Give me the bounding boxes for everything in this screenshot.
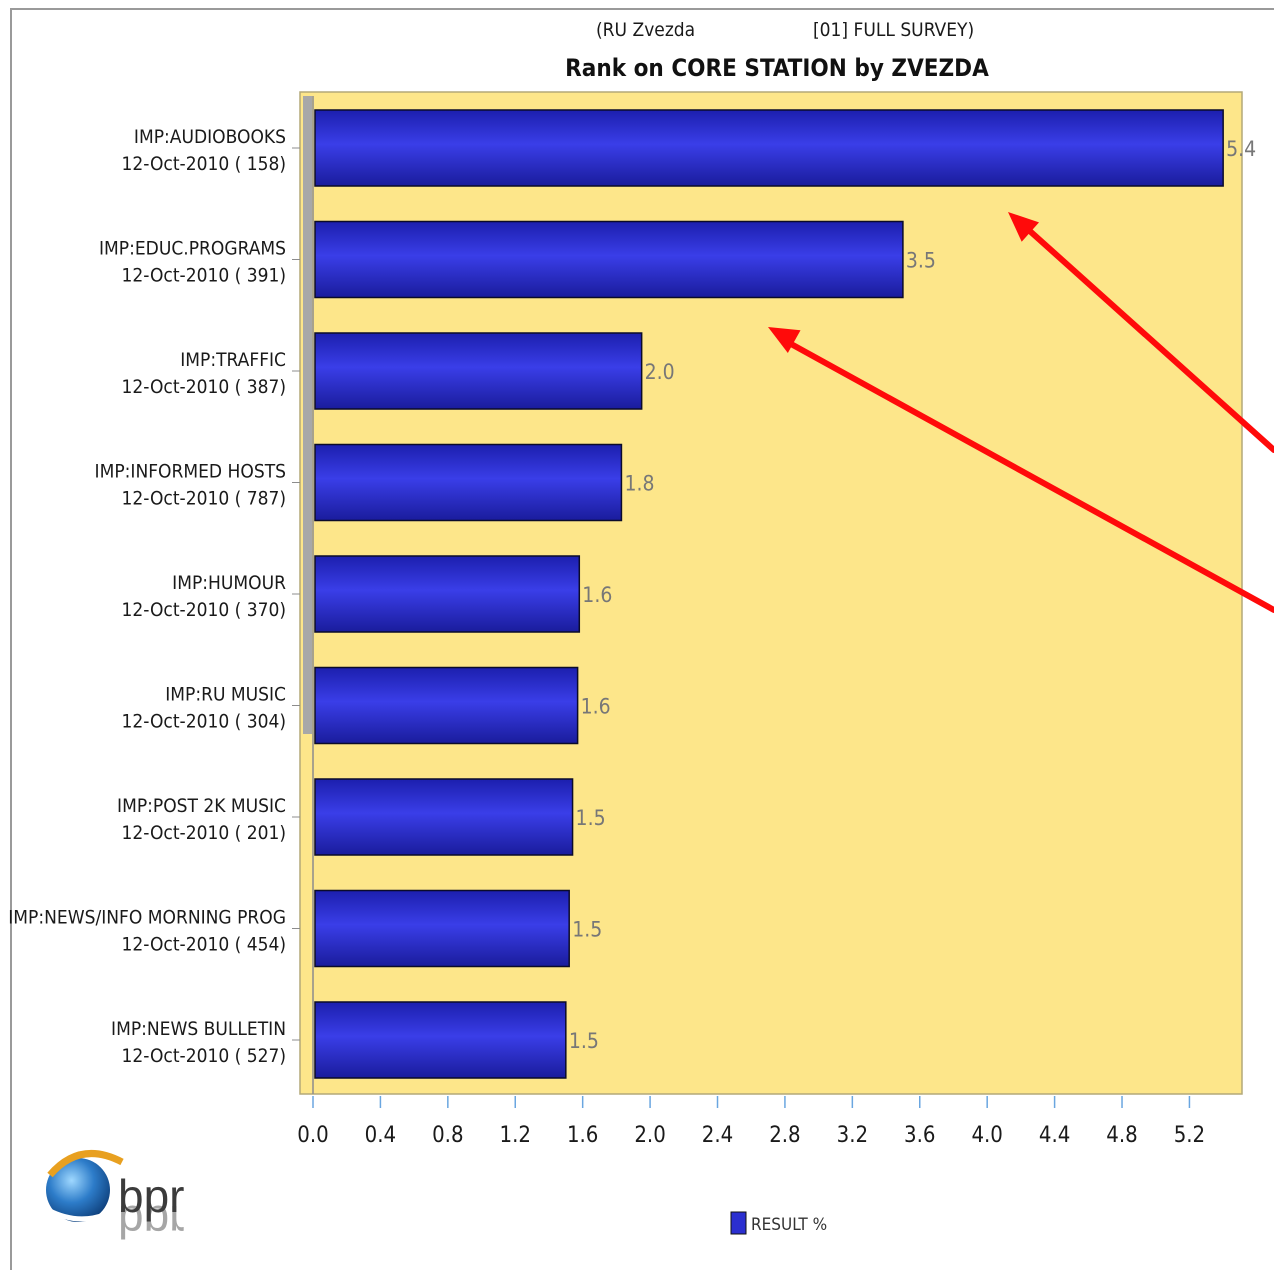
annotation-arrow-0 xyxy=(1019,221,1274,453)
bar-2 xyxy=(314,332,643,410)
chart-title: Rank on CORE STATION by ZVEZDA xyxy=(565,54,989,82)
bar-value-label-5: 1.6 xyxy=(581,695,611,719)
category-label-1: IMP:EDUC.PROGRAMS xyxy=(99,238,286,260)
category-sublabel-0: 12-Oct-2010 ( 158) xyxy=(122,153,286,175)
legend: RESULT % xyxy=(730,1211,827,1235)
category-sublabel-4: 12-Oct-2010 ( 370) xyxy=(122,599,286,621)
bar-value-label-3: 1.8 xyxy=(624,472,654,496)
x-tick-label-8: 3.2 xyxy=(837,1123,868,1148)
category-label-0: IMP:AUDIOBOOKS xyxy=(134,126,286,148)
x-tick-label-2: 0.8 xyxy=(432,1123,463,1148)
annotation-arrowhead-0 xyxy=(1008,212,1040,242)
category-sublabel-6: 12-Oct-2010 ( 201) xyxy=(122,822,286,844)
annotation-arrowhead-1 xyxy=(768,327,801,353)
x-tick-label-3: 1.2 xyxy=(500,1123,531,1148)
bar-7 xyxy=(314,889,570,968)
bar-5 xyxy=(314,666,579,745)
category-sublabel-8: 12-Oct-2010 ( 527) xyxy=(122,1045,286,1067)
category-label-8: IMP:NEWS BULLETIN xyxy=(111,1018,286,1040)
logo-swoosh-orange xyxy=(47,1150,124,1178)
x-tick-label-5: 2.0 xyxy=(634,1123,665,1148)
category-label-2: IMP:TRAFFIC xyxy=(180,349,286,371)
x-tick-label-11: 4.4 xyxy=(1039,1123,1070,1148)
bar-0 xyxy=(314,109,1224,187)
legend-label: RESULT % xyxy=(751,1215,827,1235)
category-label-3: IMP:INFORMED HOSTS xyxy=(95,461,286,483)
category-sublabel-5: 12-Oct-2010 ( 304) xyxy=(122,711,286,733)
bar-value-label-6: 1.5 xyxy=(576,806,606,830)
chart-subtitle-right: [01] FULL SURVEY) xyxy=(813,19,974,41)
bar-value-label-4: 1.6 xyxy=(582,583,612,607)
x-tick-label-13: 5.2 xyxy=(1174,1123,1205,1148)
x-tick-label-7: 2.8 xyxy=(769,1123,800,1148)
bar-value-label-8: 1.5 xyxy=(569,1029,599,1053)
bpr-logo: bpr bpr xyxy=(46,1150,184,1248)
bar-value-label-0: 5.4 xyxy=(1226,137,1256,161)
chart-subtitle-left: (RU Zvezda xyxy=(596,19,695,41)
x-tick-label-10: 4.0 xyxy=(971,1123,1002,1148)
x-axis: 0.0 0.4 0.8 1.2 1.6 2.0 2.4 2.8 3.2 3.6 4.0 4.4 4.8 5… xyxy=(297,1096,1205,1148)
category-label-6: IMP:POST 2K MUSIC xyxy=(117,795,286,817)
plot-scrollbar[interactable] xyxy=(303,96,312,734)
bar-4 xyxy=(314,555,581,633)
logo-text: bpr xyxy=(118,1170,184,1222)
x-tick-label-4: 1.6 xyxy=(567,1123,598,1148)
category-sublabel-2: 12-Oct-2010 ( 387) xyxy=(122,376,286,398)
bar-value-label-2: 2.0 xyxy=(645,360,675,384)
category-sublabel-3: 12-Oct-2010 ( 787) xyxy=(122,488,286,510)
logo-swoosh-white xyxy=(46,1198,132,1222)
bar-1 xyxy=(314,220,904,299)
chart-frame xyxy=(10,8,1274,1270)
annotation-arrow-1 xyxy=(779,336,1274,613)
x-tick-label-9: 3.6 xyxy=(904,1123,935,1148)
x-tick-label-0: 0.0 xyxy=(297,1123,328,1148)
x-tick-label-1: 0.4 xyxy=(365,1123,396,1148)
category-label-5: IMP:RU MUSIC xyxy=(165,684,286,706)
bar-3 xyxy=(314,443,623,522)
logo-reflection: bpr xyxy=(118,1196,184,1248)
globe-logo-icon xyxy=(46,1158,110,1222)
category-label-4: IMP:HUMOUR xyxy=(172,572,286,594)
category-sublabel-7: 12-Oct-2010 ( 454) xyxy=(122,934,286,956)
bar-value-label-1: 3.5 xyxy=(906,249,936,273)
category-sublabel-1: 12-Oct-2010 ( 391) xyxy=(122,265,286,287)
bar-value-label-7: 1.5 xyxy=(572,918,602,942)
x-tick-label-12: 4.8 xyxy=(1106,1123,1137,1148)
legend-swatch xyxy=(730,1211,747,1235)
bar-8 xyxy=(314,1001,567,1079)
annotation-arrows xyxy=(768,212,1274,613)
bar-6 xyxy=(314,778,574,856)
bars-layer: 5.4 3.5 2.0 1.8 1.6 1.6 1.5 1.5 1.5 xyxy=(314,109,1256,1079)
x-tick-label-6: 2.4 xyxy=(702,1123,733,1148)
category-labels: IMP:AUDIOBOOKS 12-Oct-2010 ( 158) IMP:EDUC… xyxy=(8,126,300,1067)
category-label-7: IMP:NEWS/INFO MORNING PROG xyxy=(8,907,286,929)
